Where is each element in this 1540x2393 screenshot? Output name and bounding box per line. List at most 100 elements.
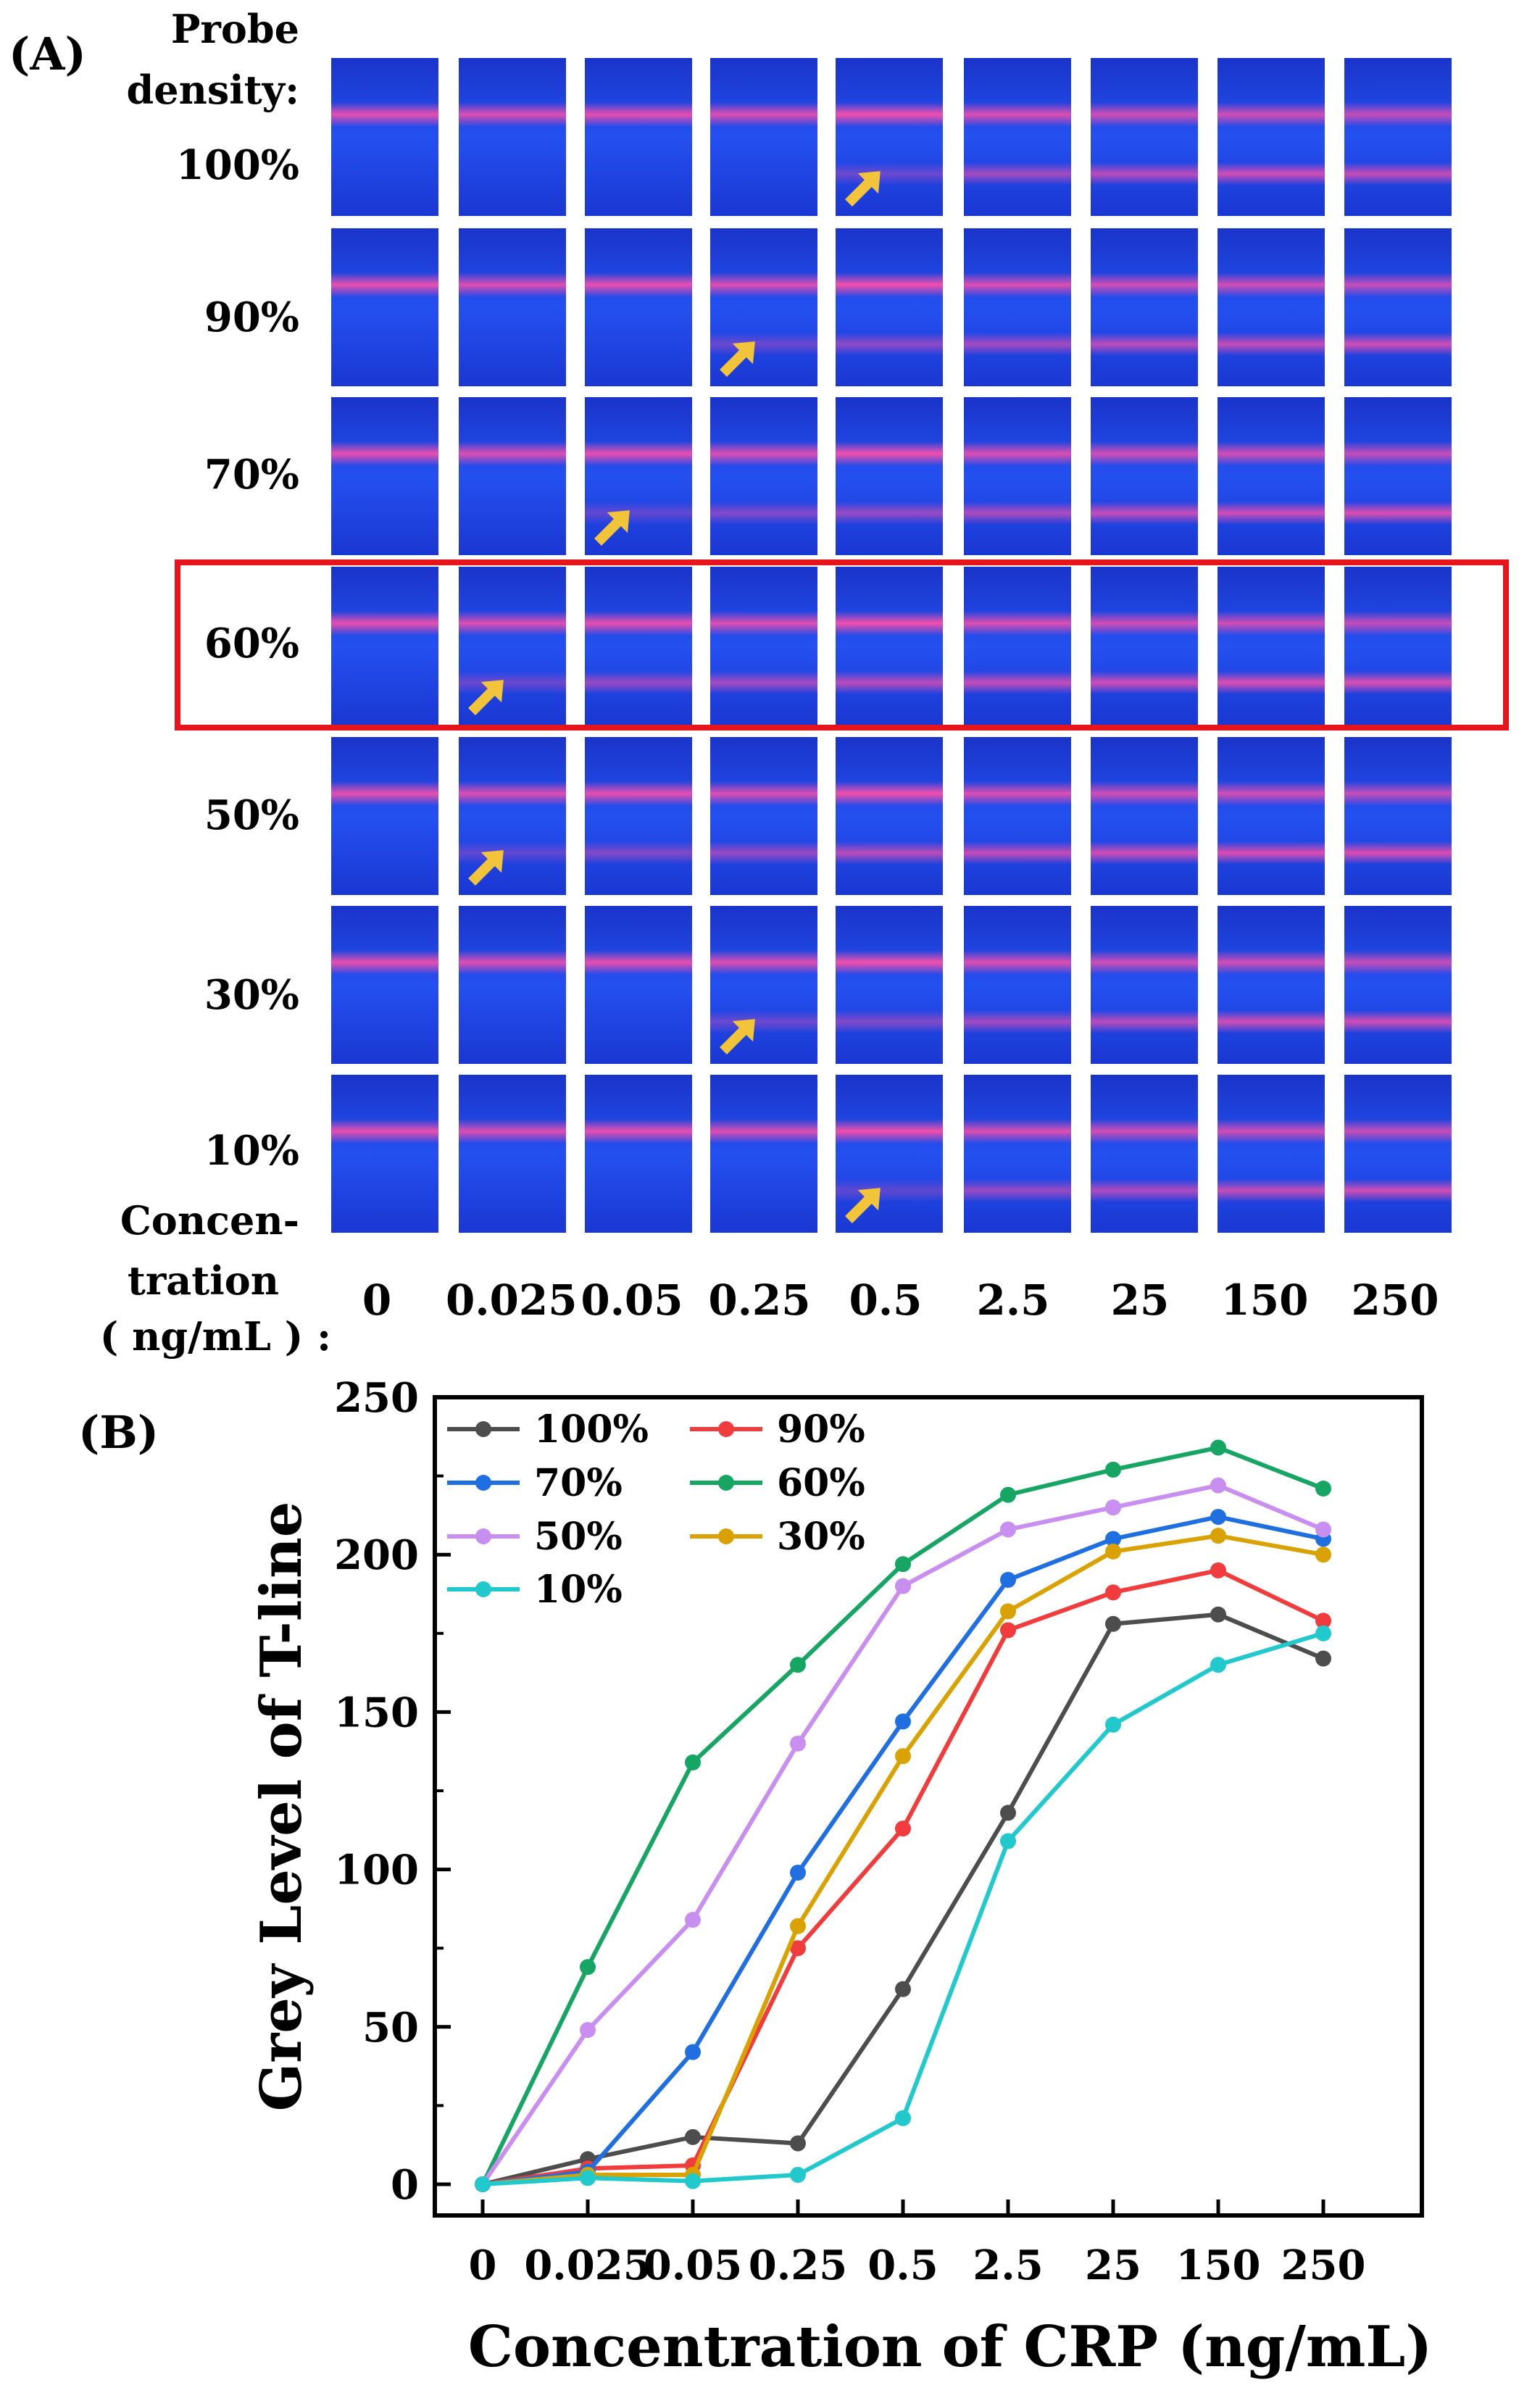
data-point xyxy=(1315,1531,1331,1547)
strip-cell xyxy=(1344,906,1452,1064)
strip-cell xyxy=(710,397,817,555)
legend-label: 30% xyxy=(777,1515,865,1559)
column-label-250: 250 xyxy=(1351,1275,1439,1325)
column-label-25: 25 xyxy=(1110,1275,1170,1325)
legend-label: 100% xyxy=(534,1407,649,1452)
data-point xyxy=(1000,1521,1016,1538)
data-point xyxy=(1105,1716,1121,1733)
legend-label: 50% xyxy=(534,1515,623,1559)
data-point xyxy=(1315,1480,1331,1497)
strip-cell xyxy=(1218,397,1325,555)
strip-cell xyxy=(1218,906,1325,1064)
arrow-icon xyxy=(594,510,630,546)
strip-cell xyxy=(331,58,438,216)
y-tick-label: 0 xyxy=(391,2161,419,2209)
data-point xyxy=(475,2176,491,2192)
row-label-50pct: 50% xyxy=(204,791,299,839)
arrow-icon xyxy=(845,171,881,207)
x-tick-label: 2.5 xyxy=(973,2242,1043,2289)
data-point xyxy=(1000,1833,1016,1849)
column-label-0.05: 0.05 xyxy=(580,1275,683,1325)
series-line-50% xyxy=(480,1483,1325,2186)
data-point xyxy=(790,1940,806,1957)
strip-cell xyxy=(1091,58,1198,216)
data-point xyxy=(1315,1625,1331,1641)
strip-cell xyxy=(459,567,566,725)
data-point xyxy=(790,2166,806,2183)
data-point xyxy=(790,1864,806,1881)
concentration-header-line3: ( ng/mL ) : xyxy=(99,1313,331,1360)
data-point xyxy=(790,1735,806,1752)
data-point xyxy=(1315,1521,1331,1538)
y-axis-label: Grey Level of T-line xyxy=(249,1502,315,2112)
data-point xyxy=(1105,1499,1121,1516)
data-point xyxy=(1105,1584,1121,1601)
data-point xyxy=(685,2173,701,2189)
data-point xyxy=(895,1748,911,1765)
data-point xyxy=(475,2176,491,2192)
data-point xyxy=(475,2176,491,2192)
strip-cell xyxy=(331,567,438,725)
arrow-icon xyxy=(468,850,504,886)
strip-cell xyxy=(964,906,1071,1064)
strip-cell xyxy=(585,1075,692,1233)
legend-item-10%: 10% xyxy=(447,1568,623,1612)
highlight-box-60pct xyxy=(175,559,1509,731)
row-label-90pct: 90% xyxy=(204,294,299,341)
x-axis-label: Concentration of CRP (ng/mL) xyxy=(468,2314,1432,2380)
panel-a-label: (A) xyxy=(9,28,86,80)
data-point xyxy=(580,2160,596,2177)
strip-cell xyxy=(710,906,817,1064)
strip-cell xyxy=(964,737,1071,895)
data-point xyxy=(895,1556,911,1573)
data-point xyxy=(1000,1571,1016,1588)
data-point xyxy=(685,1754,701,1770)
data-point xyxy=(475,2176,491,2192)
data-point xyxy=(790,1657,806,1673)
series-line-30% xyxy=(482,1533,1324,2186)
legend-item-30%: 30% xyxy=(690,1515,865,1559)
y-tick-label: 50 xyxy=(362,2004,419,2052)
strip-cell xyxy=(1344,737,1452,895)
data-point xyxy=(1210,1657,1226,1673)
strip-cell xyxy=(836,906,943,1064)
row-label-10pct: 10% xyxy=(204,1127,299,1175)
data-point xyxy=(1105,1543,1121,1560)
data-point xyxy=(580,2151,596,2168)
strip-cell xyxy=(836,737,943,895)
data-point xyxy=(580,2022,596,2039)
legend-item-100%: 100% xyxy=(447,1407,649,1452)
series-line-10% xyxy=(482,1631,1324,2186)
legend-label: 90% xyxy=(777,1407,865,1452)
data-point xyxy=(580,2163,596,2180)
panel-b-label: (B) xyxy=(78,1406,159,1459)
column-label-0.025: 0.025 xyxy=(446,1275,578,1325)
strip-cell xyxy=(964,58,1071,216)
data-point xyxy=(1315,1547,1331,1563)
arrow-icon xyxy=(720,341,755,377)
strip-cell xyxy=(331,1075,438,1233)
legend-label: 70% xyxy=(534,1461,623,1505)
strip-cell xyxy=(585,906,692,1064)
x-tick-label: 0 xyxy=(469,2242,497,2289)
strip-cell xyxy=(1344,1075,1452,1233)
data-point xyxy=(895,1713,911,1730)
strip-cell xyxy=(710,567,817,725)
concentration-header-line2: tration xyxy=(127,1257,279,1304)
y-tick-label: 200 xyxy=(334,1531,419,1579)
data-point xyxy=(1000,1805,1016,1821)
strip-cell xyxy=(585,228,692,386)
legend-label: 60% xyxy=(777,1461,865,1505)
strip-cell xyxy=(964,567,1071,725)
data-point xyxy=(580,1959,596,1976)
data-point xyxy=(1210,1509,1226,1526)
x-tick-label: 0.025 xyxy=(524,2242,651,2289)
strip-cell xyxy=(710,1075,817,1233)
data-point xyxy=(1315,1650,1331,1667)
data-point xyxy=(1210,1439,1226,1456)
series-line-70% xyxy=(482,1515,1324,2186)
legend-label: 10% xyxy=(534,1568,623,1612)
strip-cell xyxy=(585,567,692,725)
strip-cell xyxy=(710,228,817,386)
strip-cell xyxy=(836,397,943,555)
